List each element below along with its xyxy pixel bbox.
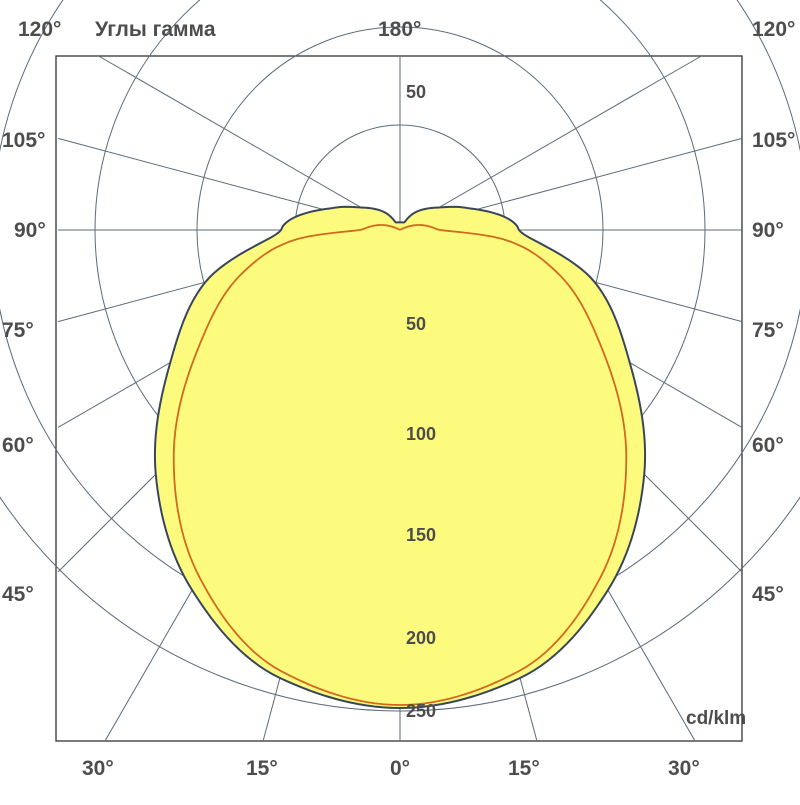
svg-text:60°: 60° <box>752 434 784 457</box>
svg-text:180°: 180° <box>378 18 421 41</box>
svg-text:120°: 120° <box>18 18 61 41</box>
svg-text:50: 50 <box>406 82 426 102</box>
svg-text:120°: 120° <box>752 18 795 41</box>
svg-text:105°: 105° <box>2 129 45 152</box>
svg-text:75°: 75° <box>2 319 34 342</box>
svg-text:150: 150 <box>406 525 436 545</box>
svg-text:90°: 90° <box>752 219 784 242</box>
svg-text:45°: 45° <box>752 583 784 606</box>
svg-text:Углы гамма: Углы гамма <box>95 18 216 41</box>
svg-text:0°: 0° <box>390 757 410 780</box>
svg-text:60°: 60° <box>2 434 34 457</box>
svg-text:15°: 15° <box>246 757 278 780</box>
svg-text:50: 50 <box>406 314 426 334</box>
svg-text:250: 250 <box>406 701 436 721</box>
svg-text:100: 100 <box>406 424 436 444</box>
svg-text:45°: 45° <box>2 583 34 606</box>
svg-text:30°: 30° <box>82 757 114 780</box>
svg-text:cd/klm: cd/klm <box>686 708 746 729</box>
svg-text:90°: 90° <box>14 219 46 242</box>
svg-text:75°: 75° <box>752 319 784 342</box>
svg-text:30°: 30° <box>668 757 700 780</box>
svg-text:15°: 15° <box>508 757 540 780</box>
svg-text:200: 200 <box>406 628 436 648</box>
svg-text:105°: 105° <box>752 129 795 152</box>
